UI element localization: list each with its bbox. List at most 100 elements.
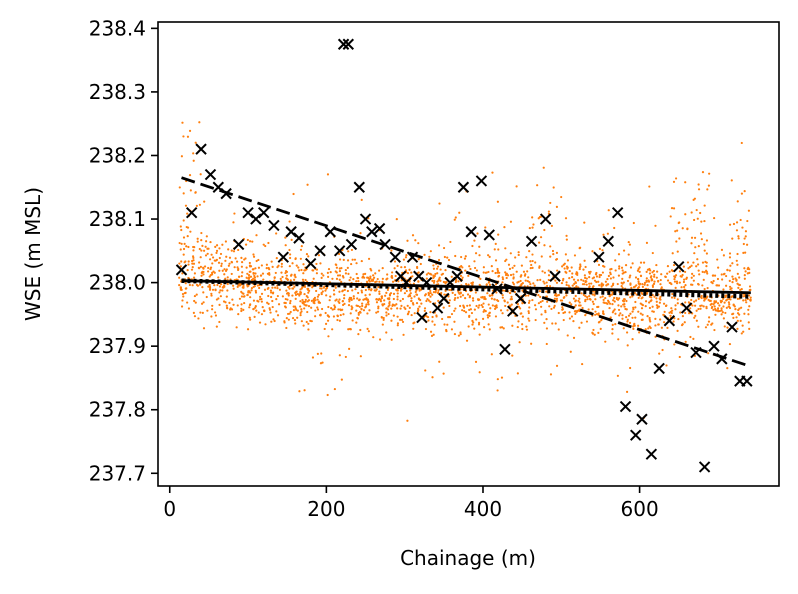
scatter-point <box>235 326 238 329</box>
scatter-point <box>525 328 529 331</box>
scatter-point <box>459 331 462 334</box>
scatter-point <box>509 273 513 277</box>
scatter-point <box>391 276 394 279</box>
scatter-point <box>319 313 322 316</box>
scatter-point <box>246 272 249 275</box>
scatter-point <box>695 299 698 302</box>
scatter-point <box>245 266 248 269</box>
scatter-point <box>195 204 198 207</box>
scatter-point <box>528 319 531 322</box>
scatter-point <box>654 324 657 327</box>
scatter-point <box>187 245 190 249</box>
scatter-point <box>552 186 555 189</box>
scatter-point <box>264 244 267 248</box>
scatter-point <box>183 242 186 245</box>
scatter-point <box>390 319 393 322</box>
scatter-point <box>516 325 519 329</box>
scatter-point <box>397 280 400 283</box>
scatter-point <box>620 266 624 269</box>
scatter-point <box>367 300 370 303</box>
scatter-point <box>468 308 471 311</box>
scatter-point <box>655 297 658 300</box>
scatter-point <box>255 309 258 312</box>
x-tick-label: 0 <box>163 497 176 521</box>
scatter-point <box>447 316 450 319</box>
scatter-point <box>479 277 482 280</box>
scatter-point <box>340 378 343 381</box>
scatter-point <box>364 288 367 292</box>
scatter-point <box>230 308 234 311</box>
scatter-point <box>453 332 457 336</box>
scatter-point <box>299 314 302 317</box>
scatter-point <box>379 300 383 303</box>
scatter-point <box>201 311 204 314</box>
scatter-point <box>415 293 418 296</box>
scatter-point <box>570 266 573 269</box>
scatter-point <box>456 296 459 299</box>
scatter-point <box>704 326 708 329</box>
scatter-point <box>199 173 202 176</box>
scatter-point <box>742 295 745 298</box>
scatter-point <box>626 279 630 283</box>
scatter-point <box>356 317 359 320</box>
scatter-point <box>300 308 303 311</box>
scatter-point <box>488 312 491 315</box>
scatter-point <box>417 242 420 245</box>
scatter-point <box>285 274 288 277</box>
scatter-point <box>516 281 519 284</box>
scatter-point <box>721 311 724 314</box>
scatter-point <box>547 269 550 272</box>
scatter-point <box>246 293 249 297</box>
scatter-point <box>563 267 566 270</box>
scatter-point <box>194 301 197 304</box>
scatter-point <box>578 326 581 329</box>
scatter-point <box>710 306 713 310</box>
scatter-point <box>706 188 709 191</box>
scatter-point <box>327 305 330 309</box>
scatter-point <box>685 276 688 279</box>
scatter-point <box>296 316 299 319</box>
scatter-point <box>256 299 259 302</box>
scatter-point <box>430 273 433 276</box>
scatter-point <box>748 289 751 292</box>
scatter-point <box>554 279 557 282</box>
scatter-point <box>698 273 701 276</box>
scatter-point <box>531 298 534 302</box>
scatter-point <box>584 314 587 317</box>
scatter-point <box>299 311 302 315</box>
scatter-point <box>515 270 518 273</box>
scatter-point <box>740 192 744 195</box>
scatter-point <box>193 299 196 303</box>
scatter-point <box>651 251 654 255</box>
scatter-point <box>528 306 531 309</box>
scatter-point <box>260 313 264 316</box>
scatter-point <box>634 306 637 309</box>
scatter-point <box>582 293 585 296</box>
scatter-point <box>472 321 475 324</box>
scatter-point <box>426 298 429 301</box>
scatter-point <box>594 313 597 316</box>
scatter-point <box>243 258 246 261</box>
scatter-point <box>334 299 337 302</box>
scatter-point <box>192 152 195 155</box>
scatter-point <box>612 276 615 279</box>
scatter-point <box>597 263 601 266</box>
scatter-point <box>423 253 426 256</box>
scatter-point <box>741 226 744 229</box>
scatter-point <box>653 275 656 278</box>
scatter-point <box>375 301 379 304</box>
scatter-point <box>553 304 556 307</box>
scatter-point <box>436 265 440 268</box>
scatter-point <box>501 294 504 297</box>
scatter-point <box>603 265 606 268</box>
scatter-point <box>320 352 323 355</box>
scatter-point <box>443 293 446 296</box>
scatter-point <box>534 308 538 311</box>
scatter-point <box>552 306 556 309</box>
scatter-point <box>266 301 269 304</box>
scatter-point <box>254 267 257 270</box>
scatter-point <box>300 320 303 323</box>
scatter-point <box>631 310 634 313</box>
scatter-point <box>390 338 393 341</box>
scatter-point <box>653 280 656 283</box>
